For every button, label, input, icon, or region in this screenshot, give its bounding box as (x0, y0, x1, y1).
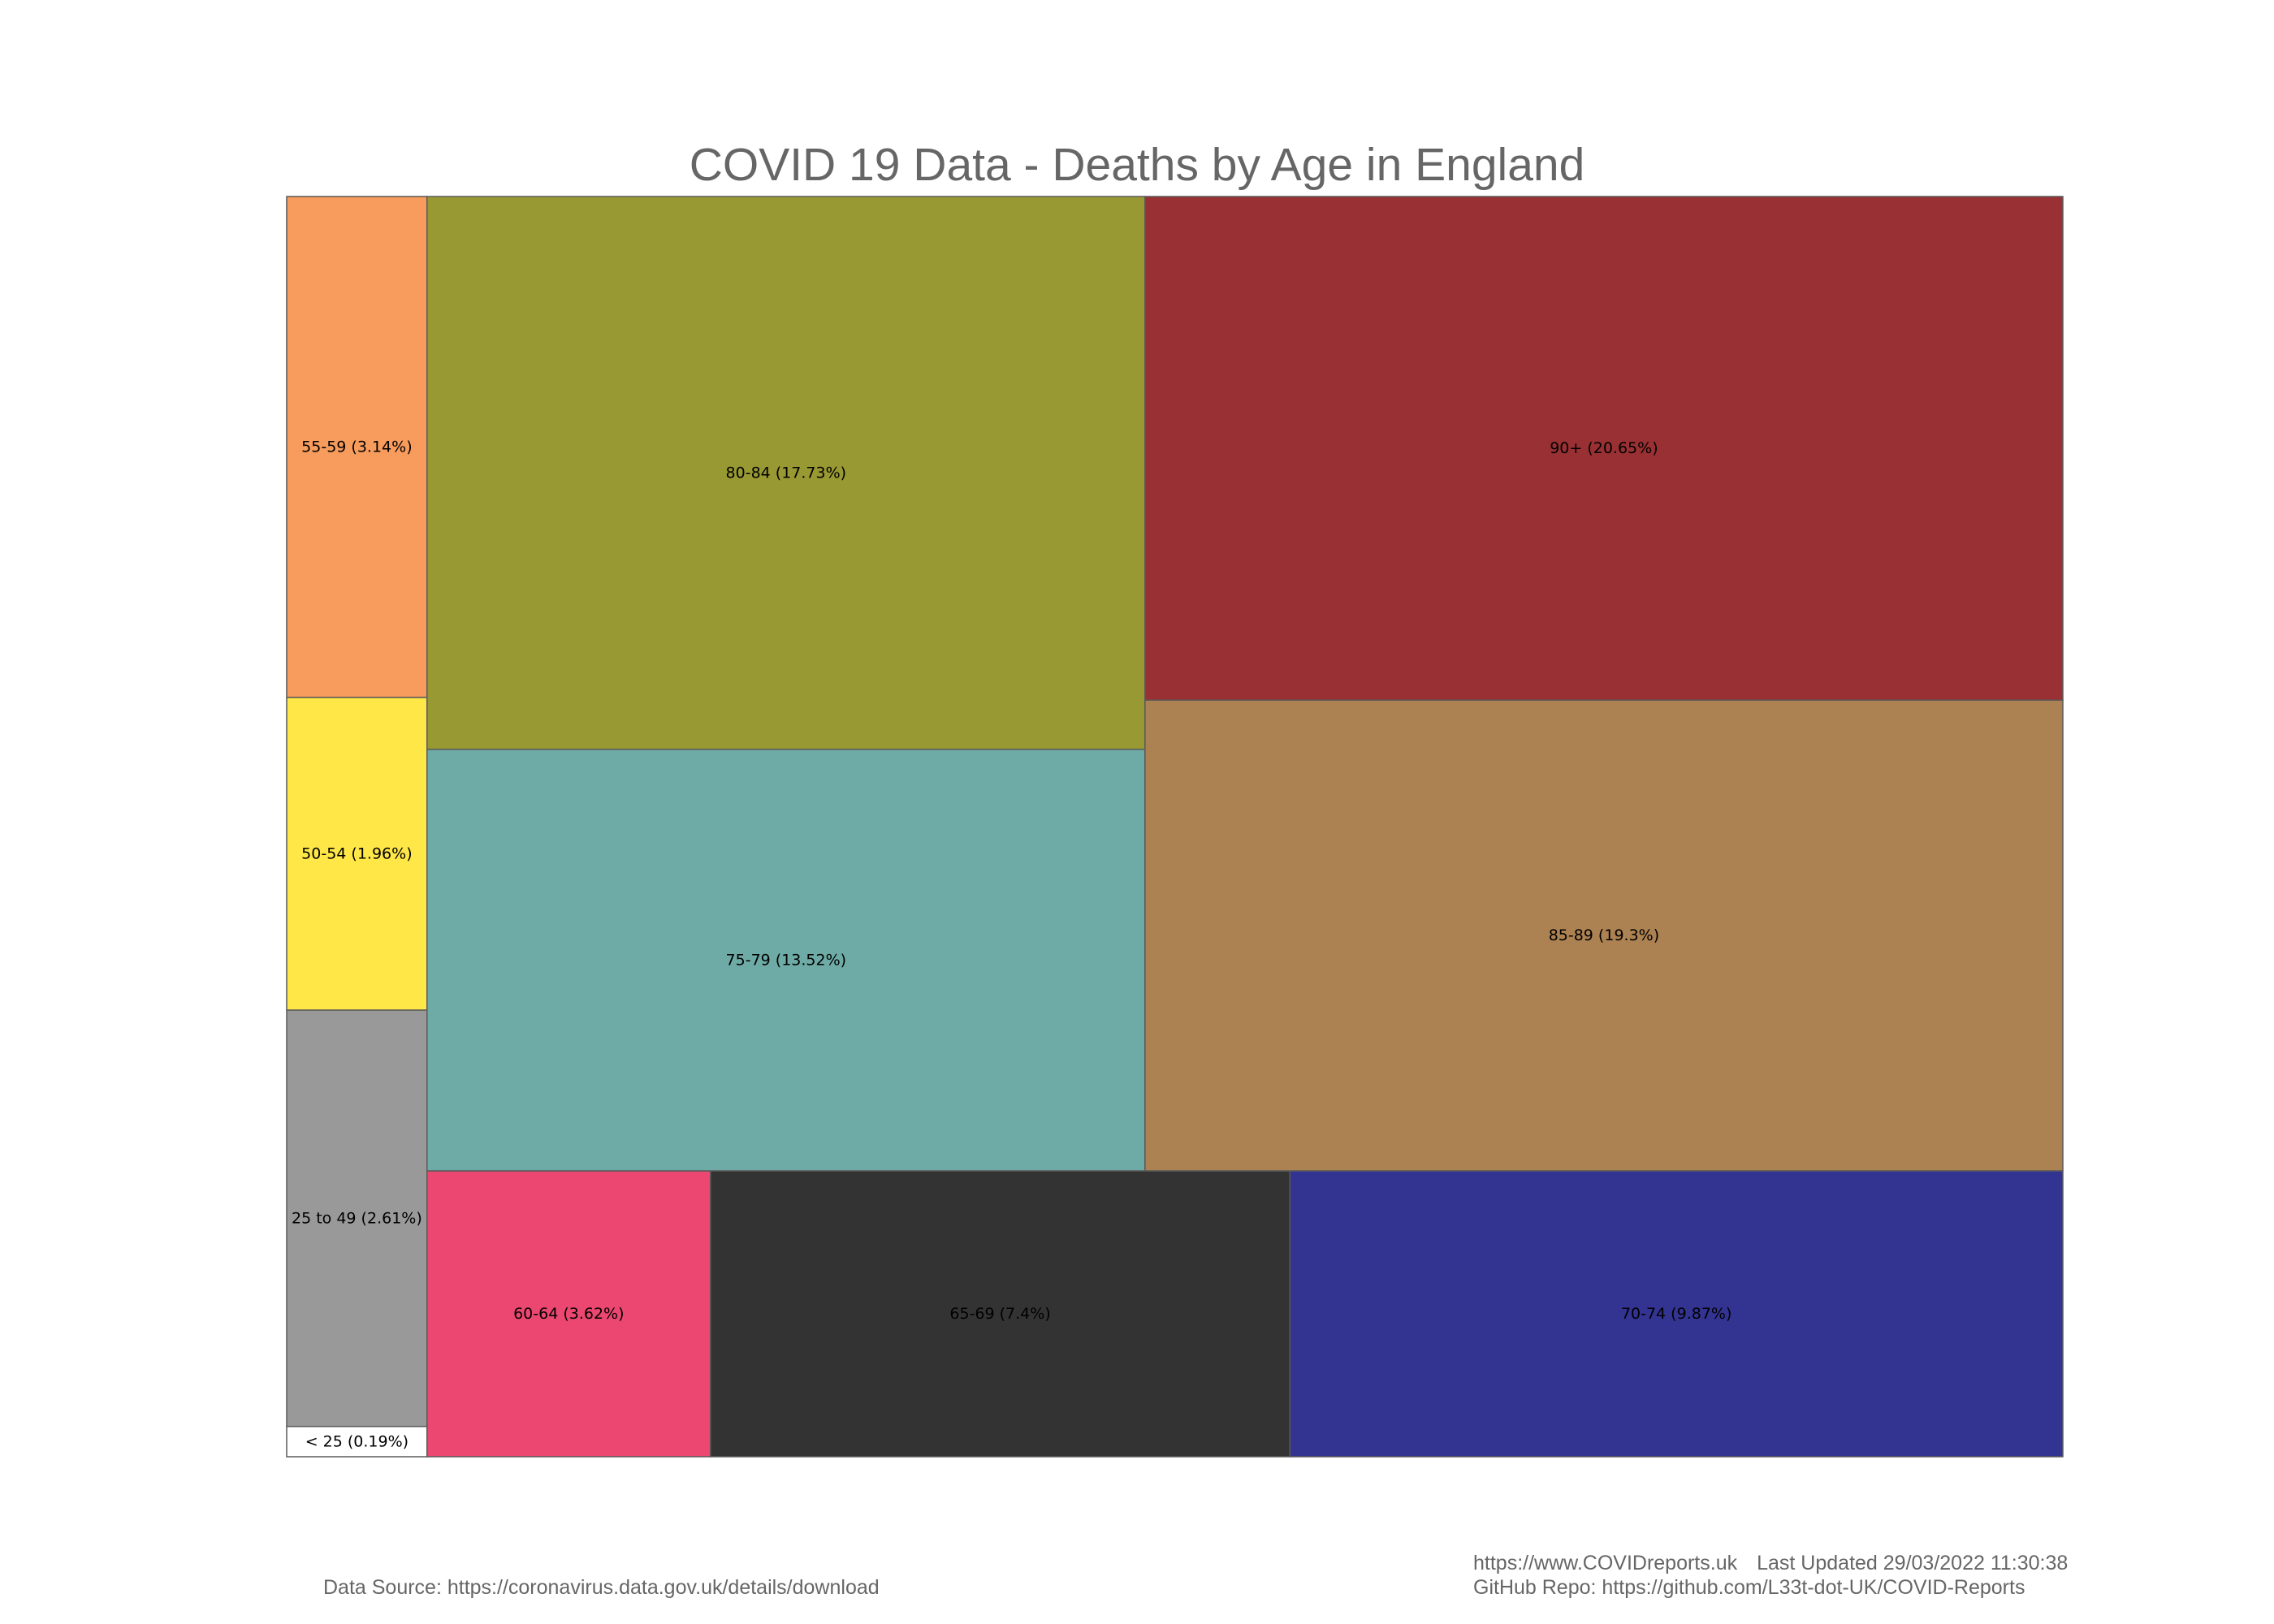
treemap-label-25_49: 25 to 49 (2.61%) (292, 1209, 422, 1227)
treemap-label-75_79: 75-79 (13.52%) (726, 951, 847, 969)
treemap-tile-55_59 (286, 196, 428, 698)
treemap-label-90p: 90+ (20.65%) (1550, 439, 1658, 457)
chart-title: COVID 19 Data - Deaths by Age in England (689, 139, 1585, 191)
treemap-label-70_74: 70-74 (9.87%) (1621, 1305, 1731, 1323)
treemap-tile-50_54 (286, 697, 428, 1011)
treemap-tile-75_79 (426, 749, 1146, 1172)
site-url: https://www.COVIDreports.uk (1473, 1552, 1738, 1574)
treemap-tile-60_64 (426, 1170, 711, 1458)
github-repo: GitHub Repo: https://github.com/L33t-dot… (1473, 1576, 2025, 1599)
treemap-tile-lt25 (286, 1425, 428, 1458)
treemap-tile-65_69 (710, 1170, 1291, 1458)
data-source-note: Data Source: https://coronavirus.data.go… (323, 1576, 880, 1599)
treemap-tile-90p (1144, 196, 2064, 701)
treemap-label-60_64: 60-64 (3.62%) (513, 1305, 624, 1323)
treemap-tile-70_74 (1289, 1170, 2064, 1458)
treemap-tile-85_89 (1144, 699, 2064, 1172)
treemap-label-50_54: 50-54 (1.96%) (301, 844, 412, 862)
treemap-label-lt25: < 25 (0.19%) (305, 1432, 409, 1450)
treemap-label-55_59: 55-59 (3.14%) (301, 438, 412, 456)
treemap-label-85_89: 85-89 (19.3%) (1549, 926, 1659, 944)
treemap-tile-80_84 (426, 196, 1146, 750)
treemap-label-65_69: 65-69 (7.4%) (949, 1305, 1050, 1323)
treemap-label-80_84: 80-84 (17.73%) (726, 464, 847, 482)
last-updated: Last Updated 29/03/2022 11:30:38 (1757, 1552, 2069, 1574)
footer-info: https://www.COVIDreports.uk Last Updated … (1473, 1551, 2068, 1600)
